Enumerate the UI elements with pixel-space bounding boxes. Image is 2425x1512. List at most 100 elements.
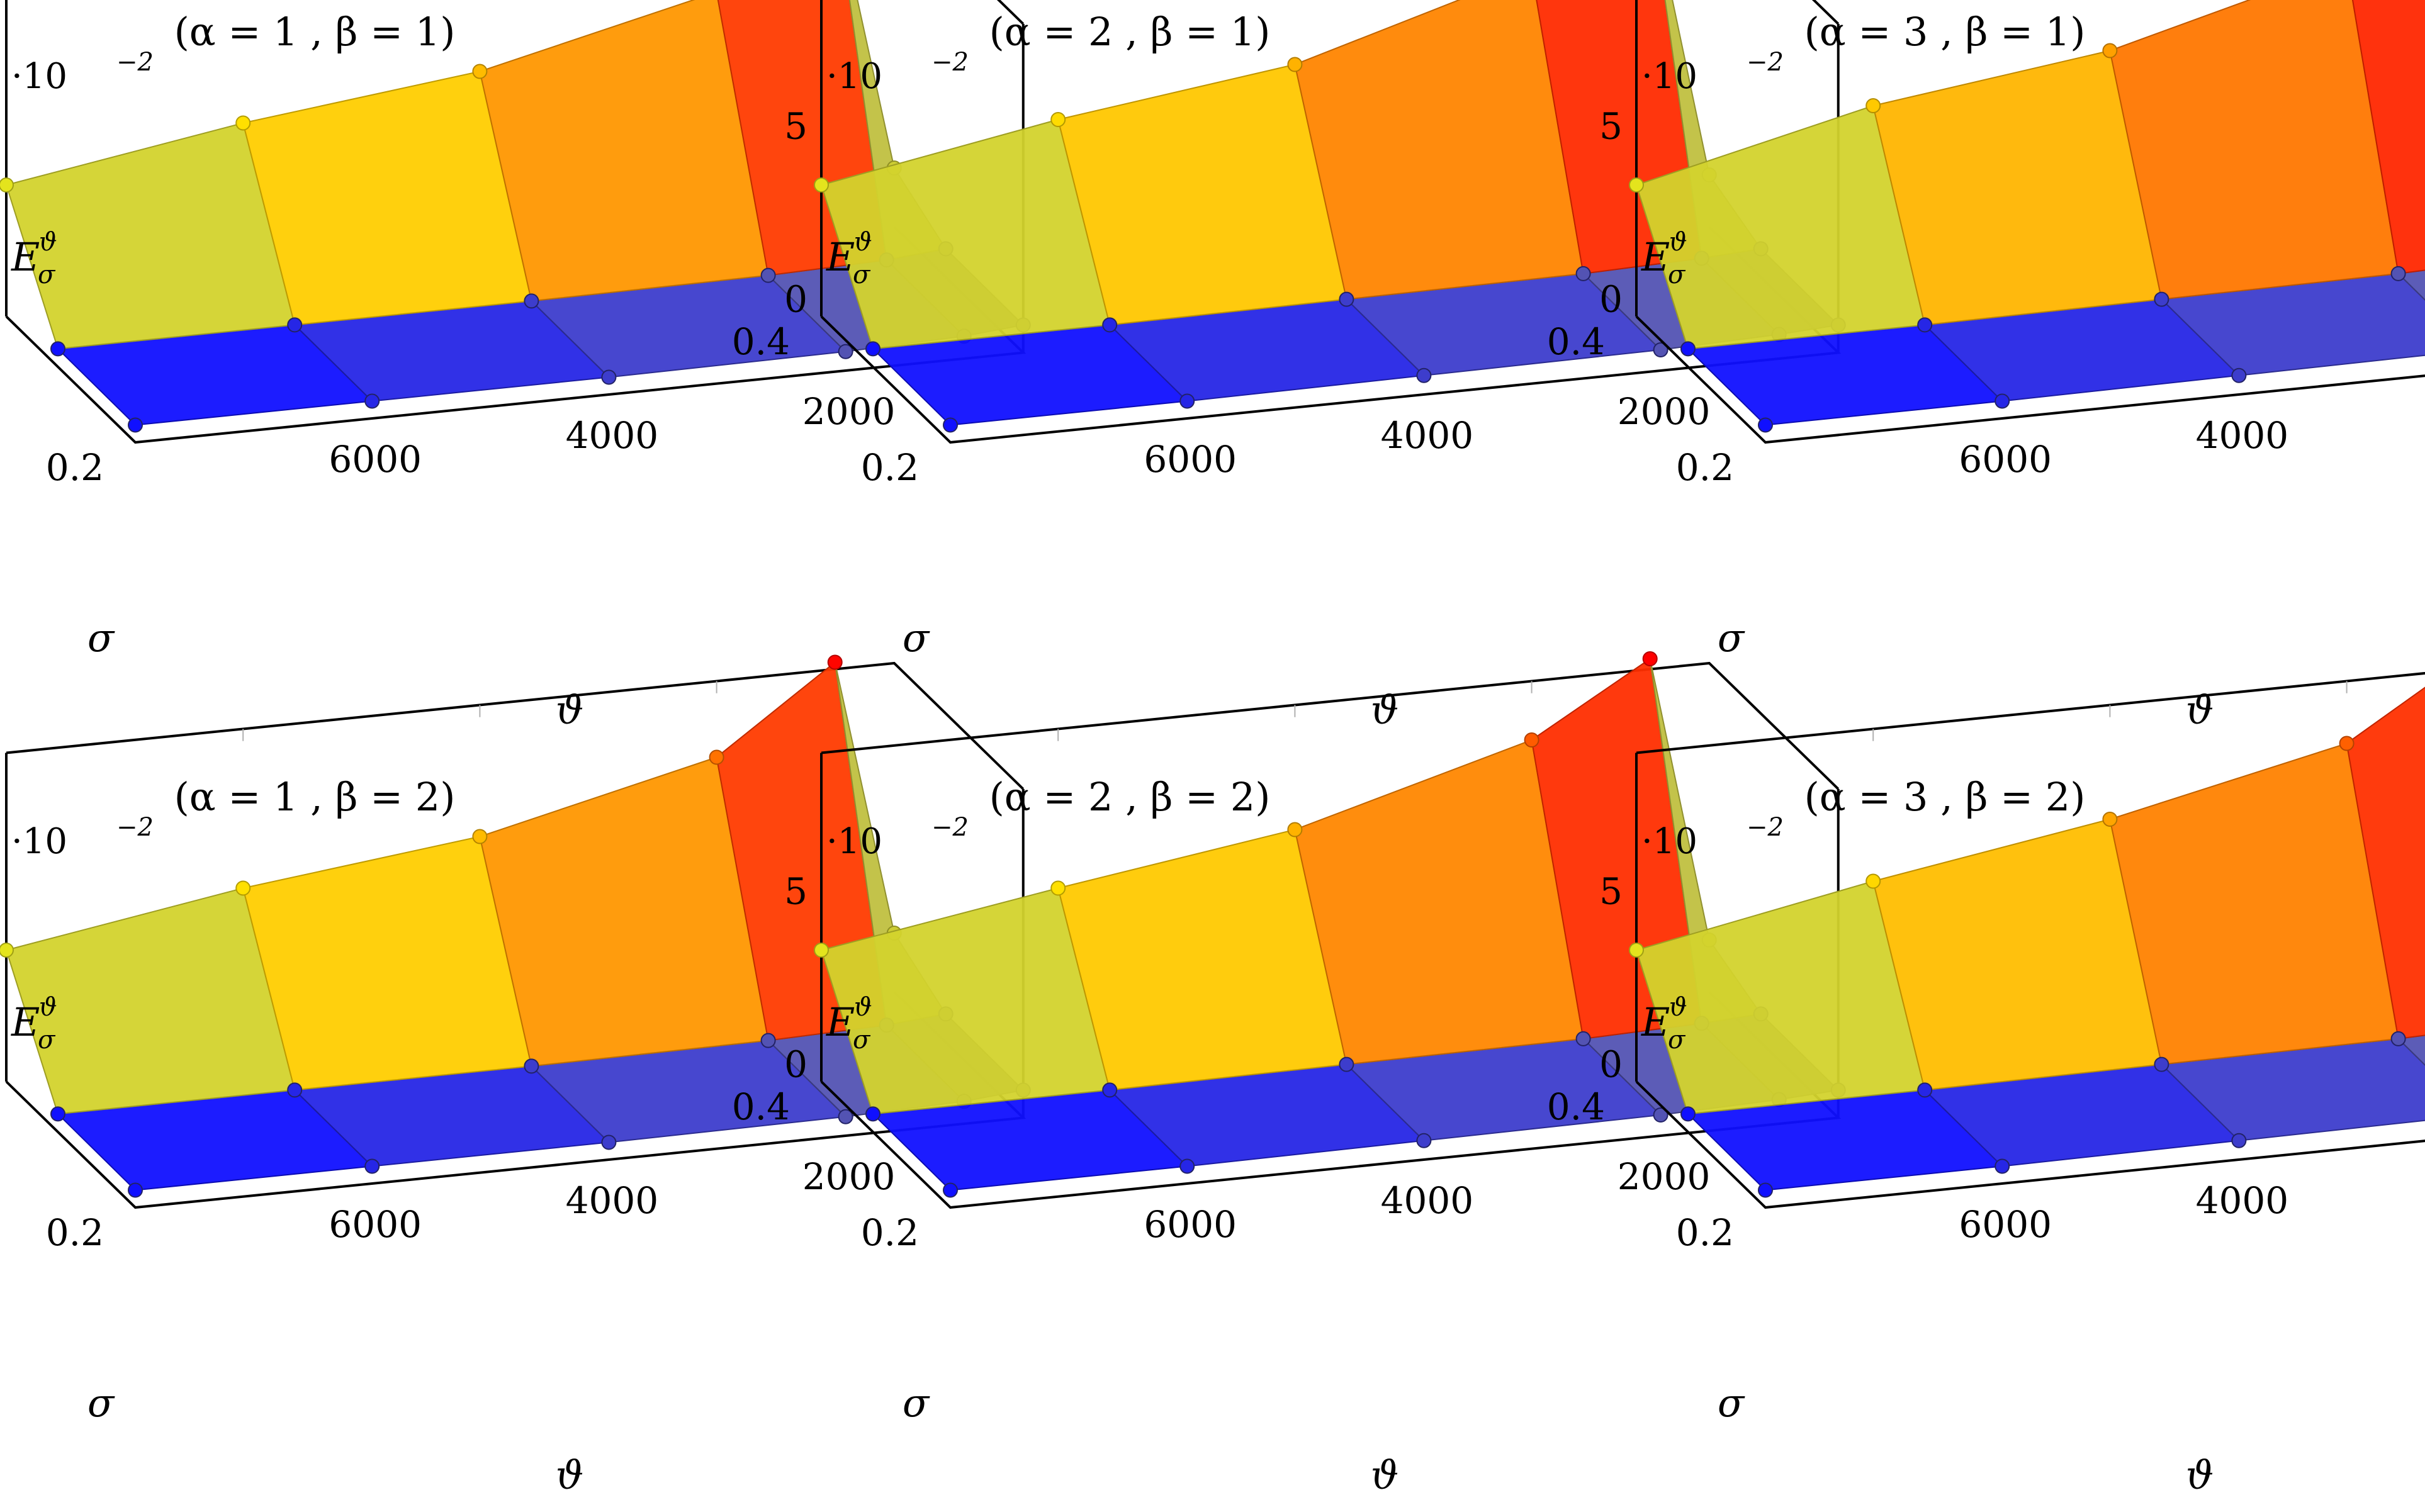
data-point-mid xyxy=(1918,1083,1932,1097)
x-tick-label: 4000 xyxy=(1381,1179,1474,1222)
z-tick-label: 0 xyxy=(784,278,807,321)
z-axis-label-sup: ϑ xyxy=(1669,993,1687,1022)
z-tick-label: 5 xyxy=(784,870,807,913)
data-point-low xyxy=(365,395,379,408)
chart-panel: (α = 2 , β = 1)·10 −205Eϑσ600040002000ϑ0.… xyxy=(732,0,1845,733)
data-point-mid xyxy=(1681,1107,1695,1121)
z-axis-label: E xyxy=(826,234,855,280)
x-axis-label: ϑ xyxy=(2186,1452,2214,1498)
data-point-high xyxy=(0,178,13,192)
data-point-high xyxy=(2340,737,2354,751)
x-tick-label: 4000 xyxy=(1381,414,1474,457)
data-point-high xyxy=(1051,113,1065,126)
surface-face-high xyxy=(1295,0,1583,300)
chart-title: (α = 2 , β = 1) xyxy=(989,9,1271,55)
data-point-mid xyxy=(1577,1032,1590,1046)
z-axis-label-sup: ϑ xyxy=(39,228,57,257)
z-scale-factor: ·10 xyxy=(1641,821,1697,862)
axis-box-top xyxy=(6,0,1023,24)
z-axis-label-sup: ϑ xyxy=(1669,228,1687,257)
z-axis-label: E xyxy=(11,234,40,280)
data-point-low xyxy=(128,1184,142,1197)
data-point-high xyxy=(236,882,250,895)
data-point-mid xyxy=(1681,342,1695,356)
data-point-mid xyxy=(2392,267,2405,281)
data-point-high xyxy=(1629,943,1643,957)
data-point-high xyxy=(828,656,842,669)
data-point-high xyxy=(2103,812,2117,826)
chart-title: (α = 1 , β = 1) xyxy=(174,9,456,55)
z-axis-label-sup: ϑ xyxy=(39,993,57,1022)
data-point-high xyxy=(1525,733,1539,747)
y-axis-label: σ xyxy=(87,1380,115,1426)
chart-title: (α = 2 , β = 2) xyxy=(989,774,1271,820)
data-point-high xyxy=(814,943,828,957)
z-axis-label-sub: σ xyxy=(853,260,871,289)
data-point-high xyxy=(814,178,828,192)
data-point-mid xyxy=(288,1083,301,1097)
x-tick-label: 6000 xyxy=(1959,438,2052,481)
data-point-mid xyxy=(288,318,301,332)
x-tick-label: 4000 xyxy=(2196,1179,2289,1222)
figure-canvas: (α = 1 , β = 1)·10−205Eϑσ600040002000ϑ0.… xyxy=(0,0,2425,1512)
y-axis-label: σ xyxy=(903,1380,930,1426)
data-point-mid xyxy=(1918,318,1932,332)
data-point-low xyxy=(2232,1134,2246,1148)
z-axis-label-sup: ϑ xyxy=(854,228,872,257)
z-axis-label: E xyxy=(11,999,40,1045)
z-scale-exponent: −2 xyxy=(1747,813,1784,842)
data-point-mid xyxy=(2154,1058,2168,1072)
x-axis-label: ϑ xyxy=(1371,1452,1398,1498)
data-point-high xyxy=(1288,823,1302,837)
z-tick-label: 5 xyxy=(1599,870,1623,913)
chart-title: (α = 3 , β = 1) xyxy=(1804,9,2086,55)
data-point-low xyxy=(365,1160,379,1173)
z-axis-label: E xyxy=(1641,999,1670,1045)
data-point-low xyxy=(602,371,616,384)
data-point-mid xyxy=(51,342,65,356)
z-tick-label: 5 xyxy=(1599,105,1623,148)
y-tick-label: 0.2 xyxy=(861,1211,919,1254)
z-scale-exponent: −2 xyxy=(116,813,154,842)
z-axis-label-sub: σ xyxy=(853,1026,871,1055)
data-point-low xyxy=(602,1136,616,1150)
data-point-low xyxy=(1758,1184,1772,1197)
axis-box-top xyxy=(821,0,1838,24)
z-scale-exponent: −2 xyxy=(931,813,969,842)
x-tick-label: 2000 xyxy=(1618,390,1711,433)
data-point-high xyxy=(710,751,724,764)
data-point-mid xyxy=(762,269,775,283)
data-point-high xyxy=(0,943,13,957)
z-axis-label: E xyxy=(826,999,855,1045)
y-tick-label: 0.2 xyxy=(46,1211,104,1254)
z-scale-exponent: −2 xyxy=(1747,48,1784,77)
data-point-low xyxy=(1180,1160,1194,1173)
x-axis-label: ϑ xyxy=(556,1452,583,1498)
chart-panel: (α = 3 , β = 2)·10−205Eϑσ600040002000ϑ0.… xyxy=(1547,652,2425,1498)
data-point-mid xyxy=(51,1107,65,1121)
data-point-low xyxy=(2232,369,2246,383)
data-point-high xyxy=(473,830,487,844)
y-tick-label: 0.2 xyxy=(1676,446,1734,489)
data-point-low xyxy=(943,1184,957,1197)
y-axis-label: σ xyxy=(1718,615,1745,661)
data-point-mid xyxy=(1103,318,1117,332)
data-point-high xyxy=(2103,44,2117,58)
y-tick-label: 0.2 xyxy=(1676,1211,1734,1254)
data-point-high xyxy=(236,116,250,130)
y-axis-label: σ xyxy=(903,615,930,661)
z-scale-factor: ·10 xyxy=(1641,56,1697,97)
data-point-low xyxy=(839,1110,853,1124)
data-point-high xyxy=(1643,652,1657,666)
y-tick-label: 0.4 xyxy=(1547,320,1605,363)
axis-box-top xyxy=(821,663,1838,789)
z-scale-factor: ·10 xyxy=(826,56,882,97)
data-point-mid xyxy=(1577,267,1590,281)
data-point-mid xyxy=(524,294,538,308)
y-tick-label: 0.4 xyxy=(1547,1085,1605,1128)
data-point-high xyxy=(1288,58,1302,72)
z-axis-label-sub: σ xyxy=(1668,260,1686,289)
data-point-low xyxy=(839,345,853,359)
data-point-mid xyxy=(762,1034,775,1048)
data-point-high xyxy=(1051,882,1065,895)
